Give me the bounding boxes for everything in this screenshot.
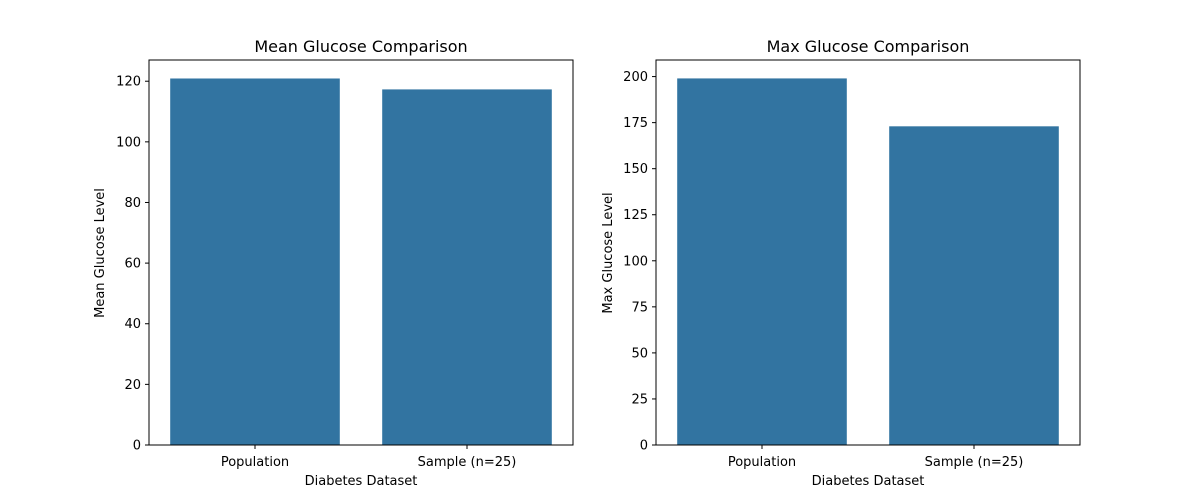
y-tick-label: 25 <box>631 392 648 407</box>
x-tick-label: Population <box>728 455 796 470</box>
y-tick-label: 0 <box>640 439 648 454</box>
bar-1 <box>889 126 1059 445</box>
x-ticks-group: Population Sample (n=25) <box>728 445 1024 470</box>
y-ticks-group: 0 20 40 60 80 100 120 <box>116 75 149 454</box>
mean-glucose-chart: Mean Glucose Comparison Diabetes Dataset… <box>93 37 574 489</box>
y-axis-label: Mean Glucose Level <box>93 188 108 318</box>
y-tick-label: 0 <box>133 439 141 454</box>
x-ticks-group: Population Sample (n=25) <box>221 445 517 470</box>
y-tick-label: 150 <box>623 162 648 177</box>
y-tick-label: 120 <box>116 75 141 90</box>
x-tick-label: Sample (n=25) <box>418 455 517 470</box>
y-tick-label: 200 <box>623 70 648 85</box>
y-tick-label: 175 <box>623 116 648 131</box>
x-axis-label: Diabetes Dataset <box>812 474 925 489</box>
y-tick-label: 60 <box>124 257 141 272</box>
y-tick-label: 100 <box>116 135 141 150</box>
y-tick-label: 20 <box>124 378 141 393</box>
plot-frame <box>655 59 1081 446</box>
chart-title: Mean Glucose Comparison <box>254 37 467 56</box>
y-ticks-group: 0 25 50 75 100 125 150 175 200 <box>623 70 656 454</box>
y-tick-label: 100 <box>623 254 648 269</box>
bar-0 <box>677 78 847 445</box>
chart-title: Max Glucose Comparison <box>767 37 970 56</box>
x-axis-label: Diabetes Dataset <box>305 474 418 489</box>
y-tick-label: 40 <box>124 317 141 332</box>
max-glucose-chart: Max Glucose Comparison Diabetes Dataset … <box>601 37 1081 489</box>
y-tick-label: 75 <box>631 300 648 315</box>
y-tick-label: 80 <box>124 196 141 211</box>
bar-1 <box>382 89 552 445</box>
x-tick-label: Population <box>221 455 289 470</box>
y-tick-label: 125 <box>623 208 648 223</box>
plot-frame <box>148 59 574 446</box>
y-tick-label: 50 <box>631 346 648 361</box>
bars-group <box>677 78 1059 445</box>
y-axis-label: Max Glucose Level <box>601 192 616 313</box>
bars-group <box>170 78 552 445</box>
x-tick-label: Sample (n=25) <box>925 455 1024 470</box>
bar-0 <box>170 78 340 445</box>
